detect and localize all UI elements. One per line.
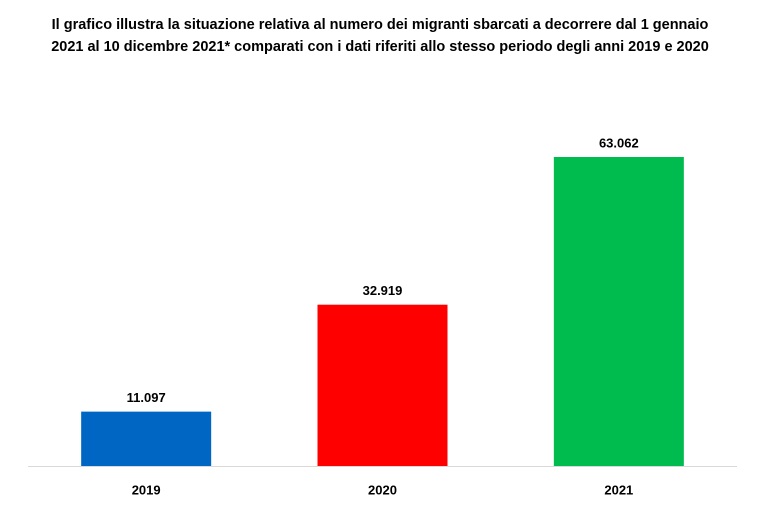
bar [317,304,448,466]
value-label: 63.062 [599,135,639,150]
x-tick-label: 2021 [604,482,633,497]
chart-title: Il grafico illustra la situazione relati… [51,17,709,55]
value-label: 11.097 [127,390,166,405]
bar [81,411,212,466]
bar [553,157,684,466]
value-label: 32.919 [363,283,403,298]
x-tick-label: 2019 [132,482,161,497]
x-tick-label: 2020 [368,482,397,497]
